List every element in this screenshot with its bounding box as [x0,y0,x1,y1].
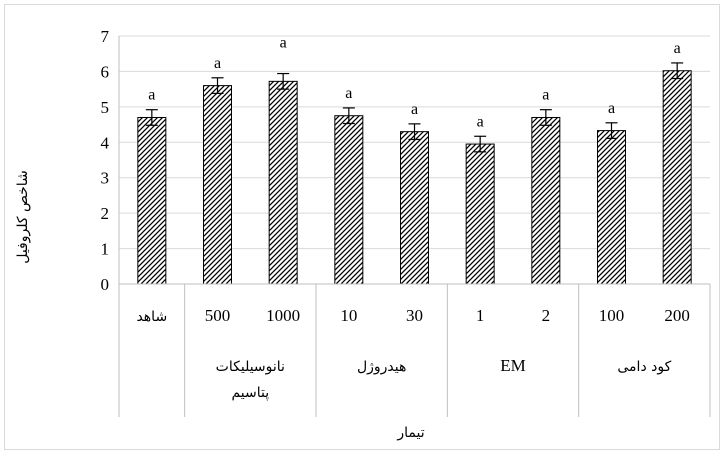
group-label: کود دامی [617,359,671,375]
category-labels: شاهد 500 1000 10 30 1 2 100 200 [136,306,689,325]
y-tick-label: 2 [101,204,110,223]
category-label: 30 [406,306,423,325]
group-label: پتاسیم [231,385,269,401]
group-label: EM [500,356,526,375]
bar [597,130,626,285]
bar [465,143,495,285]
category-label: شاهد [136,309,167,325]
y-axis-label: شاخص کلروفیل [15,170,31,264]
bar [334,115,364,285]
significance-letter: a [411,101,418,118]
bar-chart: 0 1 2 3 4 5 6 7 a a a a a a a a a شاهد 500 1000 10 30 1 2 100 2… [15,27,711,441]
category-label: 2 [542,306,551,325]
y-tick-label: 1 [101,240,110,259]
bar [400,131,429,285]
category-label: 200 [664,306,690,325]
chart-frame: 0 1 2 3 4 5 6 7 a a a a a a a a a شاهد 500 1000 10 30 1 2 100 2… [4,4,720,450]
bar [203,85,232,285]
significance-letter: a [280,35,287,52]
group-labels: نانوسیلیکات پتاسیم هیدروژل EM کود دامی [216,356,672,401]
category-label: 1000 [266,306,300,325]
category-label: 1 [476,306,485,325]
significance-letter: a [345,85,352,102]
significance-letter: a [148,87,155,104]
significance-letter: a [477,113,484,130]
y-tick-label: 5 [101,98,110,117]
significance-letter: a [674,40,681,57]
bar [662,70,692,285]
bars: a a a a a a a a a [137,35,692,285]
y-tick-label: 0 [101,275,110,294]
category-label: 100 [599,306,625,325]
x-axis-label: تیمار [396,425,424,441]
group-label: نانوسیلیکات [216,359,285,375]
bar [137,116,167,285]
axes [118,36,711,417]
category-label: 10 [340,306,357,325]
significance-letter: a [608,100,615,117]
y-tick-label: 7 [101,27,110,46]
y-tick-label: 6 [101,62,110,81]
y-axis-ticks: 0 1 2 3 4 5 6 7 [101,27,110,294]
significance-letter: a [214,55,221,72]
y-tick-label: 4 [101,133,110,152]
bar [531,116,561,285]
category-label: 500 [205,306,231,325]
group-label: هیدروژل [357,359,406,375]
y-tick-label: 3 [101,169,110,188]
bar [268,80,298,285]
significance-letter: a [542,87,549,104]
